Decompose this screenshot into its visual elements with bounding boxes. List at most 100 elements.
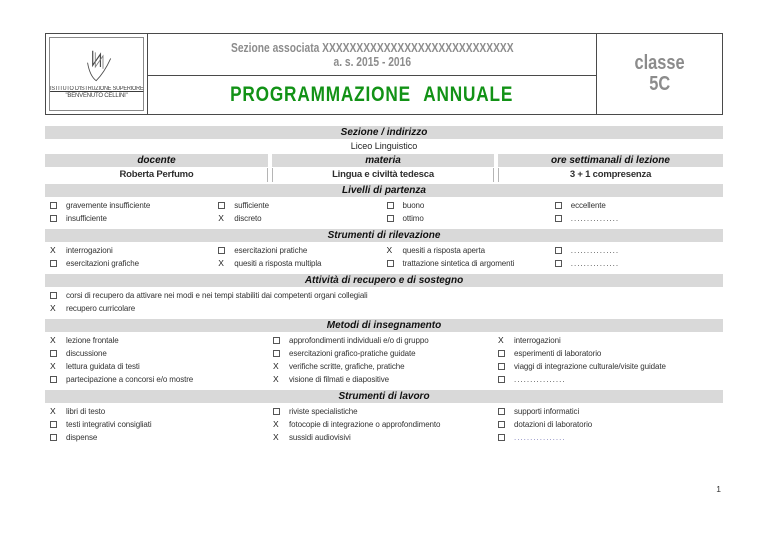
- ore-value: 3 + 1 compresenza: [498, 168, 723, 182]
- checkbox-item: dispense: [50, 431, 273, 444]
- checkbox-empty-icon: [498, 350, 505, 357]
- header-middle-cell: Sezione associata XXXXXXXXXXXXXXXXXXXXXX…: [148, 34, 597, 114]
- docente-value: Roberta Perfumo: [45, 168, 268, 182]
- checkbox-grid: gravemente insufficiente sufficiente buono…: [45, 197, 723, 227]
- anno-scolastico-text: a. s. 2015 - 2016: [325, 55, 420, 69]
- document-header: ISTITUTO D'ISTRUZIONE SUPERIORE "BENVENU…: [45, 33, 723, 115]
- checkbox-label: ................: [514, 375, 566, 384]
- checkbox-label: sufficiente: [234, 201, 270, 210]
- checkbox-label: trattazione sintetica di argomenti: [402, 259, 515, 268]
- school-logo-icon: [86, 50, 111, 82]
- checkbox-empty-icon: [498, 376, 505, 383]
- checkbox-empty-icon: [273, 337, 280, 344]
- checkbox-label: visione di filmati e diapositive: [289, 375, 389, 384]
- checkbox-label: partecipazione a concorsi e/o mostre: [66, 375, 194, 384]
- checkbox-empty-icon: [50, 376, 57, 383]
- checkbox-item: testi integrativi consigliati: [50, 418, 273, 431]
- checkbox-item: riviste specialistiche: [273, 405, 498, 418]
- checkbox-label: esperimenti di laboratorio: [514, 349, 602, 358]
- sezione-associata-text: Sezione associata XXXXXXXXXXXXXXXXXXXXXX…: [200, 41, 545, 55]
- checkbox-item: esercitazioni grafico-pratiche guidate: [273, 347, 498, 360]
- checkbox-label: viaggi di integrazione culturale/visite …: [514, 362, 666, 371]
- checkbox-label: quesiti a risposta aperta: [402, 246, 486, 255]
- checkbox-label: testi integrativi consigliati: [66, 420, 152, 429]
- checkbox-label: recupero curricolare: [66, 304, 136, 313]
- checkbox-item: ................: [498, 373, 723, 386]
- sezione-indirizzo-header: Sezione / indirizzo: [45, 126, 723, 139]
- checkbox-label: discreto: [234, 214, 262, 223]
- checkbox-label: ................: [514, 433, 566, 442]
- checkbox-item: discussione: [50, 347, 273, 360]
- checkbox-empty-icon: [554, 260, 562, 267]
- info-value-row: Roberta Perfumo Lingua e civiltà tedesca…: [45, 168, 723, 182]
- checkbox-item: supporti informatici: [498, 405, 723, 418]
- checkbox-label: fotocopie di integrazione o approfondime…: [289, 420, 441, 429]
- x-mark-icon: X: [273, 432, 279, 442]
- checkbox-label: dispense: [66, 433, 98, 442]
- checkbox-empty-icon: [50, 260, 57, 267]
- checkbox-label: ...............: [570, 214, 620, 223]
- checkbox-label: libri di testo: [66, 407, 106, 416]
- checkbox-item: corsi di recupero da attivare nei modi e…: [50, 289, 723, 302]
- checkbox-item: viaggi di integrazione culturale/visite …: [498, 360, 723, 373]
- checkbox-label: gravemente insufficiente: [66, 201, 151, 210]
- checkbox-label: interrogazioni: [66, 246, 113, 255]
- checkbox-empty-icon: [218, 202, 226, 209]
- checkbox-empty-icon: [218, 247, 226, 254]
- checkbox-label: ...............: [570, 246, 620, 255]
- sezione-associata-label: Sezione associata XXXXXXXXXXXXXXXXXXXXXX…: [230, 40, 514, 55]
- section-title: Strumenti di lavoro: [45, 390, 723, 403]
- checkbox-item: insufficiente: [50, 212, 218, 225]
- checkbox-label: buono: [402, 201, 425, 210]
- checkbox-empty-icon: [50, 292, 57, 299]
- section-title: Livelli di partenza: [45, 184, 723, 197]
- ore-header: ore settimanali di lezione: [498, 154, 723, 167]
- form-sections: Livelli di partenza gravemente insufficie…: [45, 184, 723, 446]
- checkbox-label: interrogazioni: [514, 336, 561, 345]
- checkbox-label: approfondimenti individuali e/o di grupp…: [289, 336, 429, 345]
- checkbox-item: partecipazione a concorsi e/o mostre: [50, 373, 273, 386]
- checkbox-item: eccellente: [554, 199, 723, 212]
- checkbox-item: trattazione sintetica di argomenti: [386, 257, 555, 270]
- checkbox-label: lettura guidata di testi: [66, 362, 140, 371]
- checkbox-item: ...............: [554, 257, 723, 270]
- section-title: Strumenti di rilevazione: [45, 229, 723, 242]
- x-mark-icon: X: [50, 406, 56, 416]
- page-content: ISTITUTO D'ISTRUZIONE SUPERIORE "BENVENU…: [45, 33, 723, 446]
- form-section: Attività di recupero e di sostegno corsi …: [45, 274, 723, 317]
- x-mark-icon: X: [386, 245, 393, 255]
- checkbox-empty-icon: [498, 421, 505, 428]
- checkbox-empty-icon: [386, 260, 394, 267]
- checkbox-grid: corsi di recupero da attivare nei modi e…: [45, 287, 723, 317]
- checkbox-label: sussidi audiovisivi: [289, 433, 351, 442]
- x-mark-icon: X: [50, 361, 56, 371]
- checkbox-empty-icon: [498, 363, 505, 370]
- logo-institute-text: ISTITUTO D'ISTRUZIONE SUPERIORE: [49, 86, 144, 92]
- checkbox-item: gravemente insufficiente: [50, 199, 218, 212]
- x-mark-icon: X: [218, 213, 224, 223]
- materia-header: materia: [272, 154, 494, 167]
- checkbox-label: esercitazioni pratiche: [234, 246, 308, 255]
- checkbox-empty-icon: [273, 408, 280, 415]
- school-logo: ISTITUTO D'ISTRUZIONE SUPERIORE "BENVENU…: [49, 37, 144, 111]
- classe-label: classe: [629, 53, 690, 74]
- x-mark-icon: X: [218, 258, 224, 268]
- checkbox-empty-icon: [386, 215, 394, 222]
- checkbox-empty-icon: [498, 434, 505, 441]
- checkbox-item: ...............: [554, 212, 723, 225]
- logo-cell: ISTITUTO D'ISTRUZIONE SUPERIORE "BENVENU…: [46, 34, 148, 114]
- checkbox-item: approfondimenti individuali e/o di grupp…: [273, 334, 498, 347]
